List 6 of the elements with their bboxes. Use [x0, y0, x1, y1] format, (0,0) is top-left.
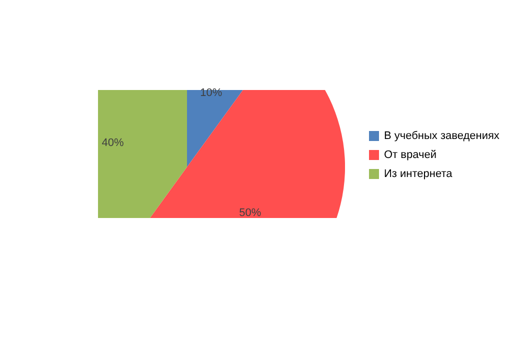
legend-label: От врачей — [384, 149, 436, 161]
data-label: 50% — [239, 206, 262, 219]
data-label: 40% — [102, 136, 124, 149]
legend-label: Из интернета — [384, 168, 454, 180]
legend-label: В учебных заведениях — [384, 130, 500, 142]
data-label: 10% — [200, 86, 222, 99]
